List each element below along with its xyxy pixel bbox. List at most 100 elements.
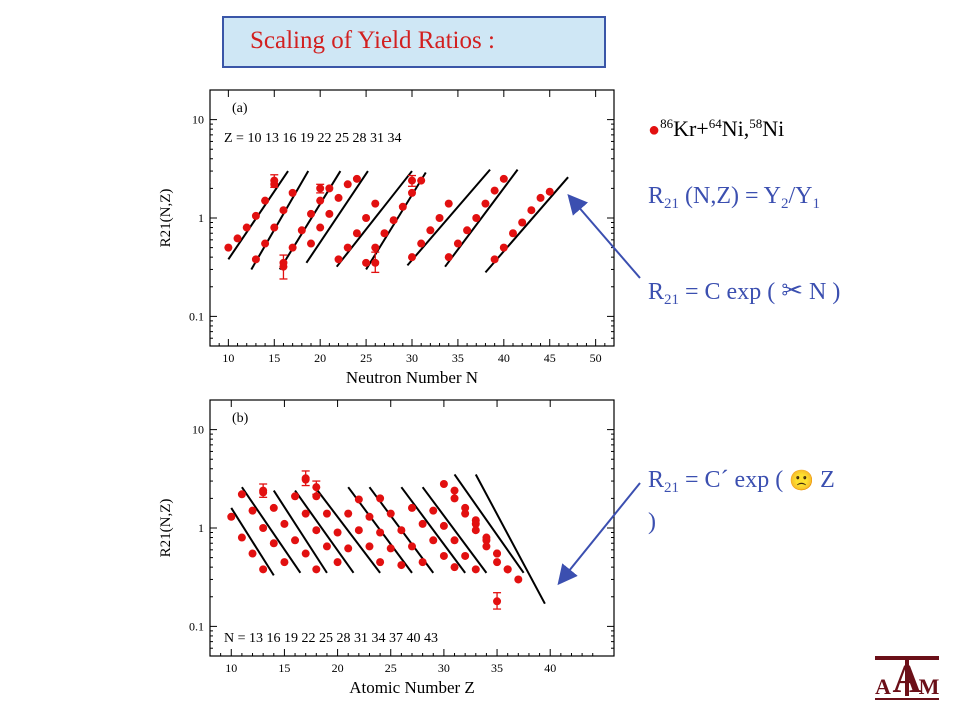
data-point (376, 528, 385, 537)
fit-line (250, 170, 310, 270)
group-label: Z = 10 13 16 19 22 25 28 31 34 (224, 131, 401, 146)
data-point (408, 542, 416, 551)
data-point (386, 509, 395, 518)
fit-line (315, 488, 381, 574)
x-tick-label: 50 (590, 351, 602, 365)
data-point (279, 206, 288, 215)
data-point (408, 188, 416, 197)
data-point (439, 551, 448, 560)
data-point (269, 503, 278, 512)
data-point (503, 565, 512, 574)
fit-line (421, 486, 488, 574)
data-point (450, 494, 459, 503)
reaction-label: ●86Kr+64Ni,58Ni (648, 116, 784, 142)
data-point (482, 542, 491, 551)
fit-line (484, 176, 569, 274)
x-tick-label: 35 (452, 351, 464, 365)
data-point (444, 253, 453, 262)
data-point (307, 209, 315, 218)
data-point (389, 216, 398, 225)
plot-frame (209, 89, 615, 347)
data-point (352, 229, 361, 238)
data-point (312, 565, 321, 574)
data-point (259, 565, 268, 574)
fit-line (241, 486, 302, 574)
group-label: N = 13 16 19 22 25 28 31 34 37 40 43 (224, 631, 438, 646)
fit-line (406, 169, 491, 267)
fit-line (444, 169, 519, 268)
data-point (397, 526, 406, 535)
data-point (333, 558, 342, 567)
data-point (365, 542, 374, 551)
data-point (429, 536, 438, 545)
data-point (322, 509, 331, 518)
data-point (499, 174, 508, 183)
data-point (490, 255, 499, 264)
data-point (371, 199, 380, 208)
data-point (312, 526, 321, 535)
data-point (325, 209, 334, 218)
data-point (461, 509, 470, 518)
fit-line (400, 486, 466, 574)
texas-am-logo-icon: A A M (873, 650, 941, 702)
data-point (312, 492, 321, 501)
data-point (493, 597, 502, 606)
data-point (301, 549, 310, 558)
data-point (418, 558, 427, 567)
data-point (251, 255, 260, 264)
x-tick-label: 35 (491, 661, 503, 675)
data-point (439, 480, 448, 489)
data-point (453, 239, 462, 248)
x-tick-label: 30 (406, 351, 418, 365)
equation-proton-scaling-close: ) (648, 509, 656, 535)
data-point (237, 533, 246, 542)
y-axis-label: R21(N,Z) (158, 189, 174, 248)
data-point (248, 549, 257, 558)
ni58-mass: 58 (749, 116, 763, 131)
data-point (371, 258, 380, 267)
data-point (316, 223, 325, 232)
data-point (417, 239, 426, 248)
svg-text:M: M (919, 674, 940, 699)
data-point (333, 528, 342, 537)
ni58-symbol: Ni (762, 116, 785, 141)
data-point (307, 239, 315, 248)
data-point (312, 483, 321, 492)
data-point (279, 258, 288, 267)
data-point (344, 544, 353, 553)
data-point (518, 218, 527, 227)
x-tick-label: 15 (268, 351, 280, 365)
data-point (408, 253, 416, 262)
data-point (301, 475, 310, 484)
data-point (408, 176, 416, 185)
data-point (435, 214, 444, 222)
data-point (444, 199, 453, 208)
data-point (280, 519, 289, 528)
kr-symbol: Kr+ (673, 116, 709, 141)
y-tick-label: 0.1 (189, 309, 204, 323)
data-point (450, 486, 459, 495)
data-point (380, 229, 389, 238)
data-point (269, 539, 278, 548)
x-tick-label: 30 (438, 661, 450, 675)
data-point (251, 211, 260, 220)
data-point (224, 243, 233, 252)
fit-line (294, 490, 355, 574)
data-point (471, 565, 480, 574)
data-point (450, 563, 459, 572)
x-tick-label: 10 (225, 661, 237, 675)
data-point (426, 226, 435, 235)
data-point (481, 199, 490, 208)
fit-line (453, 473, 525, 574)
data-point (261, 196, 270, 205)
data-point (439, 521, 448, 530)
data-point (334, 255, 343, 264)
x-tick-label: 15 (278, 661, 290, 675)
data-point (417, 176, 426, 185)
fit-line (474, 474, 546, 605)
data-point (365, 512, 374, 521)
data-point (471, 516, 480, 525)
fit-line (272, 490, 328, 574)
data-point (227, 512, 236, 521)
x-tick-label: 25 (385, 661, 397, 675)
